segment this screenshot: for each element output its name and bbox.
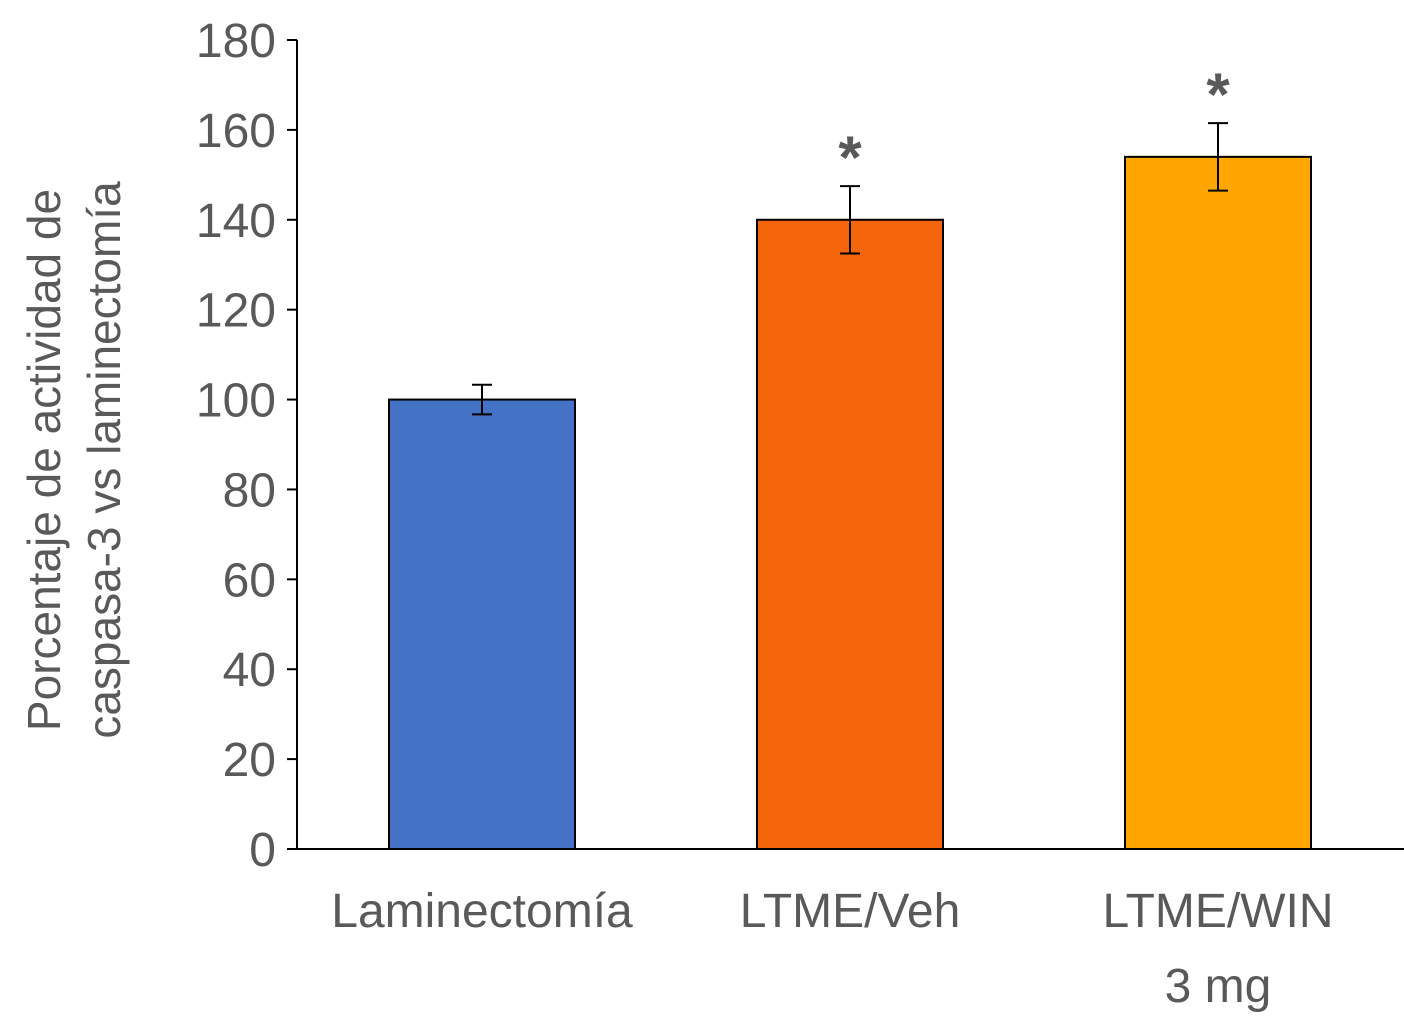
y-tick-label: 40 (223, 644, 276, 697)
category-label: LTME/Veh (740, 885, 961, 938)
bar (1124, 155, 1312, 851)
y-tick-label: 140 (196, 195, 276, 248)
y-axis-ticks: 0 20 40 60 80 100 120 140 160 180 (196, 15, 297, 877)
category-label: LTME/WIN (1102, 885, 1333, 938)
y-tick-label: 160 (196, 105, 276, 158)
y-tick-label: 20 (223, 734, 276, 787)
bar (388, 398, 576, 850)
y-axis-title-line: Porcentaje de actividad de (18, 189, 70, 731)
bars: ** (388, 61, 1312, 851)
significance-marker: * (1206, 61, 1230, 128)
x-axis-categories: Laminectomía LTME/Veh LTME/WIN 3 mg (331, 885, 1333, 1013)
y-tick-label: 0 (249, 824, 276, 877)
category-label: 3 mg (1165, 960, 1272, 1013)
y-tick-label: 80 (223, 464, 276, 517)
y-axis-title-line: caspasa-3 vs laminectomía (78, 181, 130, 739)
y-tick-label: 60 (223, 554, 276, 607)
y-tick-label: 180 (196, 15, 276, 68)
bar (756, 218, 944, 850)
category-label: Laminectomía (331, 885, 633, 938)
y-tick-label: 120 (196, 285, 276, 338)
y-tick-label: 100 (196, 375, 276, 428)
significance-marker: * (838, 124, 862, 191)
y-axis-label: Porcentaje de actividad de caspasa-3 vs l… (18, 181, 130, 739)
